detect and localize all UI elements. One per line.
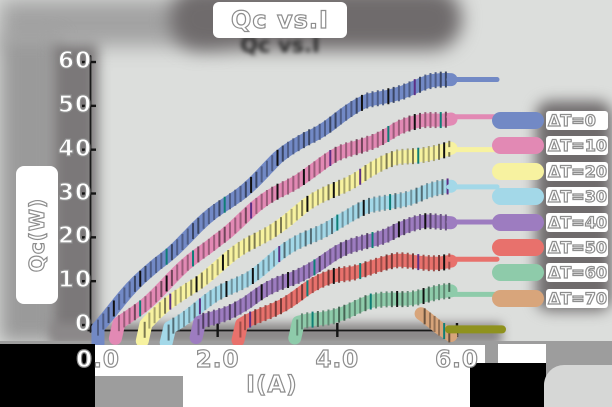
x-tick-label: 4.0 bbox=[315, 347, 360, 373]
y-tick-label: 30 bbox=[57, 179, 92, 206]
legend-label: ΔT=0 bbox=[547, 110, 596, 130]
bottom-right-black-block bbox=[470, 363, 546, 407]
legend-label: ΔT=10 bbox=[547, 136, 607, 156]
legend-label: ΔT=70 bbox=[547, 288, 607, 308]
legend-label-strip bbox=[546, 136, 608, 156]
x-axis-label: I(A) bbox=[246, 371, 298, 398]
y-tick-label: 20 bbox=[57, 223, 92, 250]
legend-label: ΔT=50 bbox=[547, 237, 607, 257]
legend-swatch bbox=[492, 213, 544, 231]
legend-label-strip bbox=[546, 212, 608, 232]
legend-swatch bbox=[492, 137, 544, 155]
legend-swatch bbox=[492, 162, 544, 180]
legend-label: ΔT=20 bbox=[547, 161, 607, 181]
legend-label-strip bbox=[546, 111, 608, 130]
legend-label-strip bbox=[546, 238, 608, 257]
legend-label-strip bbox=[546, 263, 608, 283]
legend-swatch bbox=[492, 264, 544, 282]
legend-label: ΔT=60 bbox=[547, 263, 607, 283]
legend-label-strip bbox=[546, 161, 608, 181]
ylabel-box bbox=[16, 166, 58, 304]
y-tick-label: 40 bbox=[57, 135, 92, 162]
series-curve bbox=[414, 307, 458, 342]
x-tick-label: 6.0 bbox=[434, 347, 479, 373]
legend-label: ΔT=30 bbox=[547, 187, 607, 207]
bottom-right-corner bbox=[544, 365, 612, 407]
series-curve bbox=[288, 284, 458, 345]
y-tick-label: 10 bbox=[57, 267, 92, 294]
y-tick-label: 0 bbox=[74, 310, 92, 337]
legend-label: ΔT=40 bbox=[547, 212, 607, 232]
legend-label-strip bbox=[546, 187, 608, 207]
x-tick-label: 0.0 bbox=[76, 347, 120, 373]
legend-swatch bbox=[492, 188, 544, 206]
title-box bbox=[213, 2, 347, 38]
x-tick-label: 2.0 bbox=[195, 347, 240, 373]
bottom-left-black-block bbox=[0, 344, 95, 407]
legend-swatch bbox=[492, 289, 544, 307]
legend-swatch bbox=[492, 239, 544, 256]
legend-label-strip bbox=[546, 288, 608, 308]
bottom-right-strip bbox=[498, 344, 546, 366]
page-title: Qc vs.I bbox=[230, 5, 329, 34]
xlabel-strip bbox=[183, 345, 483, 407]
y-tick-label: 50 bbox=[57, 91, 92, 118]
legend-swatch bbox=[492, 112, 544, 129]
y-tick-label: 60 bbox=[57, 47, 92, 75]
series-curve bbox=[159, 179, 458, 350]
